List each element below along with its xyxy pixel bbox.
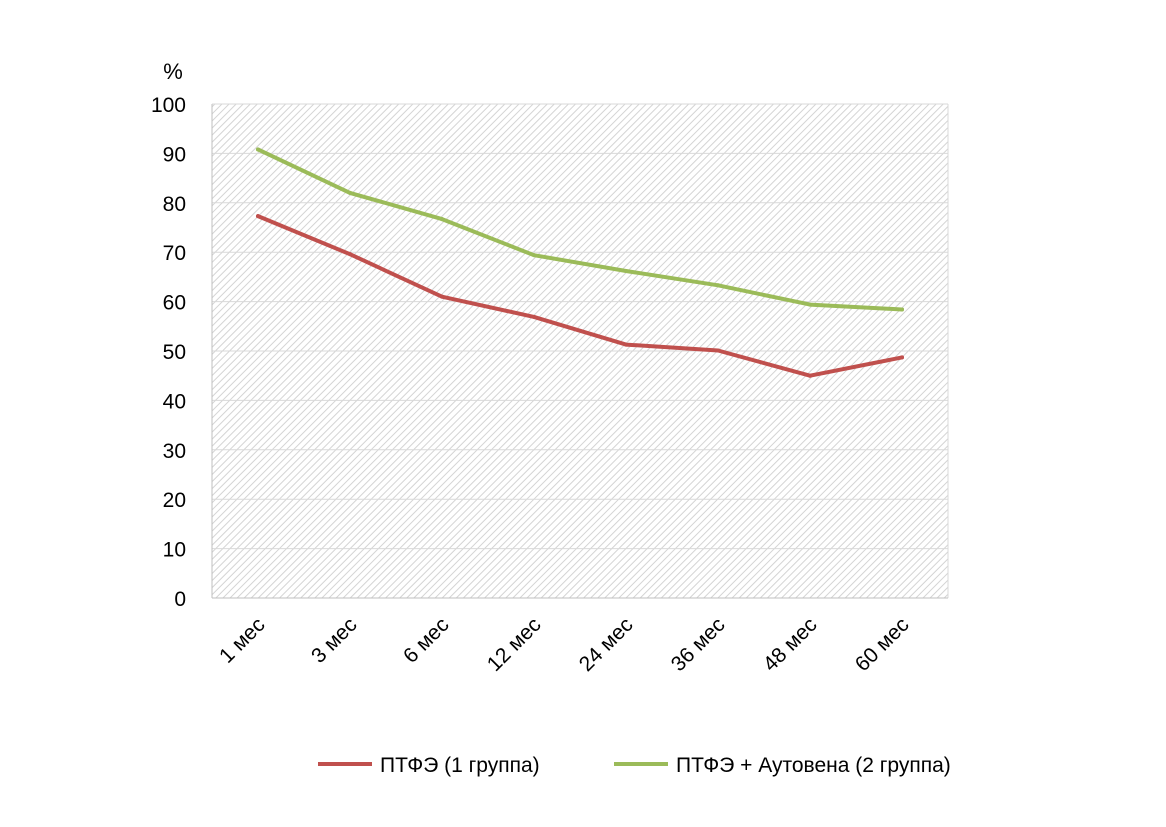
data-point bbox=[348, 252, 352, 257]
data-point bbox=[440, 217, 444, 222]
y-tick-label: 90 bbox=[163, 143, 186, 166]
x-tick-label: 12 мес bbox=[483, 613, 546, 676]
data-point bbox=[900, 355, 904, 360]
legend: ПТФЭ (1 группа) ПТФЭ + Аутовена (2 групп… bbox=[318, 754, 951, 777]
data-point bbox=[808, 373, 812, 378]
data-point bbox=[808, 302, 812, 307]
data-point bbox=[532, 253, 536, 258]
x-tick-labels: 1 мес 3 мес 6 мес 12 мес 24 мес 36 мес 48 мес 6… bbox=[215, 613, 914, 676]
y-tick-label: 100 bbox=[151, 94, 186, 117]
y-tick-label: 70 bbox=[163, 242, 186, 265]
data-point bbox=[440, 294, 444, 299]
x-tick-label: 36 мес bbox=[667, 613, 730, 676]
data-point bbox=[624, 342, 628, 347]
data-point bbox=[716, 348, 720, 353]
legend-label-series-1: ПТФЭ (1 группа) bbox=[380, 754, 540, 777]
x-tick-label: 48 мес bbox=[759, 613, 822, 676]
series-line-2 bbox=[256, 147, 904, 312]
data-point bbox=[256, 147, 260, 152]
y-tick-label: 60 bbox=[163, 292, 186, 315]
legend-label-series-2: ПТФЭ + Аутовена (2 группа) bbox=[676, 754, 951, 777]
y-tick-label: 30 bbox=[163, 440, 186, 463]
y-tick-labels: 0 10 20 30 40 50 60 70 80 90 100 bbox=[151, 94, 186, 611]
x-tick-label: 3 мес bbox=[307, 613, 362, 668]
x-tick-label: 1 мес bbox=[215, 613, 270, 668]
series-line-1 bbox=[256, 214, 904, 378]
y-tick-label: 20 bbox=[163, 489, 186, 512]
series-lines bbox=[256, 147, 904, 378]
data-point bbox=[624, 268, 628, 273]
y-tick-label: 80 bbox=[163, 193, 186, 216]
y-tick-label: 40 bbox=[163, 390, 186, 413]
x-tick-label: 6 мес bbox=[399, 613, 454, 668]
y-tick-label: 50 bbox=[163, 341, 186, 364]
data-point bbox=[900, 307, 904, 312]
y-tick-label: 0 bbox=[174, 588, 186, 611]
data-point bbox=[256, 214, 260, 219]
data-point bbox=[532, 314, 536, 319]
data-point bbox=[348, 190, 352, 195]
gridlines bbox=[212, 103, 949, 598]
x-tick-label: 60 мес bbox=[851, 613, 914, 676]
y-axis-label: % bbox=[163, 59, 183, 84]
data-point bbox=[716, 283, 720, 288]
y-tick-label: 10 bbox=[163, 539, 186, 562]
x-tick-label: 24 мес bbox=[575, 613, 638, 676]
